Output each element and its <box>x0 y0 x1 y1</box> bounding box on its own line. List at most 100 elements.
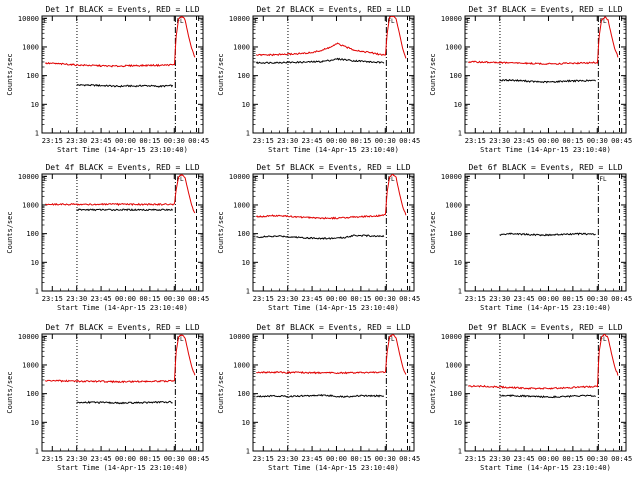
x-tick-label: 00:30 <box>164 137 185 145</box>
y-tick-label: 1 <box>458 448 462 456</box>
panel-det-9: Det 9f BLACK = Events, RED = LLD 1 10 100 10… <box>429 323 632 472</box>
y-axis-label: Counts/sec <box>217 211 225 253</box>
x-tick-label: 00:00 <box>115 455 136 463</box>
x-tick-label: 00:30 <box>587 137 608 145</box>
panel-title: Det 8f BLACK = Events, RED = LLD <box>256 323 410 332</box>
x-tick-label: 00:00 <box>115 137 136 145</box>
x-tick-label: 23:15 <box>42 455 63 463</box>
plot-frame <box>464 333 627 452</box>
x-tick-label: 23:45 <box>91 455 112 463</box>
panel-title: Det 7f BLACK = Events, RED = LLD <box>45 323 199 332</box>
x-tick-label: 00:45 <box>188 295 209 303</box>
y-tick-label: 10 <box>31 259 39 267</box>
x-axis-label: Start Time (14-Apr-15 23:10:40) <box>480 146 611 154</box>
x-tick-label: 00:45 <box>611 295 632 303</box>
x-tick-label: 00:45 <box>611 455 632 463</box>
x-tick-label: 23:30 <box>489 455 510 463</box>
y-tick-label: 1 <box>458 130 462 138</box>
x-tick-label: 23:45 <box>514 137 535 145</box>
x-tick-label: 00:15 <box>350 295 371 303</box>
x-tick-label: 00:15 <box>139 295 160 303</box>
y-tick-label: 1 <box>35 288 39 296</box>
y-tick-label: 1000 <box>233 361 250 369</box>
panel-det-5: Det 5f BLACK = Events, RED = LLD 1 10 100 10… <box>217 163 420 312</box>
plot-frame <box>41 333 204 452</box>
flare-marker: FL <box>599 18 607 25</box>
y-tick-label: 100 <box>26 72 39 80</box>
y-axis-label: Counts/sec <box>6 53 14 95</box>
x-axis-label: Start Time (14-Apr-15 23:10:40) <box>268 464 399 472</box>
y-tick-label: 10 <box>31 101 39 109</box>
flare-marker: FL <box>176 176 184 183</box>
panel-title: Det 6f BLACK = Events, RED = LLD <box>468 163 622 172</box>
y-axis-label: Counts/sec <box>429 211 437 253</box>
x-tick-label: 00:00 <box>326 295 347 303</box>
y-tick-label: 100 <box>26 230 39 238</box>
plot-frame <box>41 15 204 134</box>
series-lld-line <box>467 334 619 390</box>
y-tick-label: 10 <box>454 419 462 427</box>
series-events-line <box>499 394 596 399</box>
x-tick-label: 23:15 <box>42 137 63 145</box>
series-events-line <box>256 393 385 398</box>
x-axis-label: Start Time (14-Apr-15 23:10:40) <box>268 146 399 154</box>
series-lld-line <box>44 334 196 384</box>
panel-title: Det 9f BLACK = Events, RED = LLD <box>468 323 622 332</box>
y-axis-label: Counts/sec <box>6 211 14 253</box>
plot-frame <box>252 15 415 134</box>
x-tick-label: 23:15 <box>253 295 274 303</box>
x-tick-label: 00:00 <box>538 295 559 303</box>
x-tick-label: 00:45 <box>399 137 420 145</box>
x-tick-label: 00:45 <box>188 455 209 463</box>
x-axis-label: Start Time (14-Apr-15 23:10:40) <box>268 304 399 312</box>
x-tick-label: 23:45 <box>302 295 323 303</box>
series-lld-line <box>255 16 407 59</box>
y-tick-label: 1000 <box>233 201 250 209</box>
x-tick-label: 23:45 <box>514 295 535 303</box>
x-tick-label: 23:45 <box>91 295 112 303</box>
x-tick-label: 23:45 <box>302 137 323 145</box>
flare-marker: FL <box>387 176 395 183</box>
plot-frame <box>41 173 204 292</box>
series-events-line <box>76 400 173 405</box>
y-tick-label: 100 <box>237 230 250 238</box>
x-tick-label: 23:30 <box>66 455 87 463</box>
y-axis-label: Counts/sec <box>429 53 437 95</box>
x-tick-label: 00:15 <box>562 295 583 303</box>
series-events-line <box>255 57 385 65</box>
panel-det-7: Det 7f BLACK = Events, RED = LLD 1 10 100 10… <box>6 323 209 472</box>
x-tick-label: 00:00 <box>326 137 347 145</box>
x-tick-label: 00:30 <box>587 295 608 303</box>
panel-det-4: Det 4f BLACK = Events, RED = LLD 1 10 100 10… <box>6 163 209 312</box>
x-tick-label: 23:30 <box>66 295 87 303</box>
x-axis-label: Start Time (14-Apr-15 23:10:40) <box>57 464 188 472</box>
y-tick-label: 1 <box>35 448 39 456</box>
x-tick-label: 23:15 <box>465 455 486 463</box>
panel-title: Det 1f BLACK = Events, RED = LLD <box>45 5 199 14</box>
series-lld-line <box>467 16 619 66</box>
y-tick-label: 10000 <box>229 173 250 181</box>
x-tick-label: 00:45 <box>399 295 420 303</box>
y-axis-label: Counts/sec <box>217 371 225 413</box>
y-axis-label: Counts/sec <box>429 371 437 413</box>
corner-e-marker: E <box>44 18 48 25</box>
y-tick-label: 1000 <box>233 43 250 51</box>
x-tick-label: 00:45 <box>188 137 209 145</box>
x-tick-label: 00:30 <box>375 295 396 303</box>
x-tick-label: 00:30 <box>164 455 185 463</box>
plot-frame <box>464 15 627 134</box>
flare-marker: FL <box>387 18 395 25</box>
y-axis-label: Counts/sec <box>6 371 14 413</box>
y-tick-label: 10 <box>242 259 250 267</box>
series-events-line <box>499 78 596 84</box>
plot-frame <box>464 173 627 292</box>
x-axis-label: Start Time (14-Apr-15 23:10:40) <box>480 304 611 312</box>
y-tick-label: 10 <box>242 101 250 109</box>
x-tick-label: 00:00 <box>538 137 559 145</box>
y-tick-label: 1 <box>458 288 462 296</box>
y-tick-label: 10000 <box>441 15 462 23</box>
x-tick-label: 23:15 <box>253 455 274 463</box>
y-tick-label: 1 <box>35 130 39 138</box>
panel-title: Det 5f BLACK = Events, RED = LLD <box>256 163 410 172</box>
